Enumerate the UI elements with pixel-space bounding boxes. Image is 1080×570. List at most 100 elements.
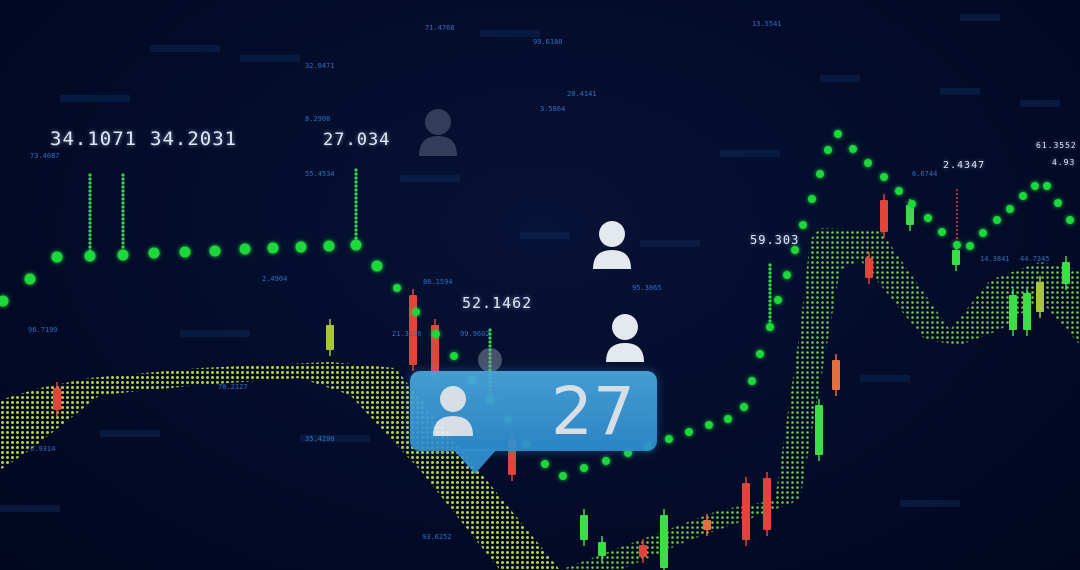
trend-dot: [559, 472, 567, 480]
background-bar: [240, 55, 300, 62]
small-value-label: 96.7199: [28, 326, 58, 334]
candle-body: [598, 542, 606, 556]
candle-body: [580, 515, 588, 540]
small-value-label: 2.4904: [262, 275, 288, 283]
stem-dot: [956, 201, 958, 203]
stem-dot: [354, 212, 358, 216]
trend-dot: [953, 241, 961, 249]
trend-dot: [1019, 192, 1027, 200]
value-label: 52.1462: [462, 294, 533, 312]
stem-dot: [354, 228, 358, 232]
stem-dot: [768, 311, 772, 315]
trend-dot: [705, 421, 713, 429]
trend-dot: [239, 243, 251, 255]
stem-dot: [121, 193, 125, 197]
background-bar: [300, 435, 370, 442]
stem-dot: [354, 232, 358, 236]
background-bar: [900, 500, 960, 507]
trend-dot: [412, 308, 420, 316]
trend-dot: [938, 228, 946, 236]
user-icon: [605, 313, 645, 367]
stem-dot: [354, 176, 358, 180]
stem-dot: [768, 279, 772, 283]
background-bar: [0, 505, 60, 512]
small-value-label: 32.0471: [305, 62, 335, 70]
value-label: 34.2031: [150, 128, 238, 150]
trend-dot: [323, 240, 335, 252]
stem-dot: [88, 173, 92, 177]
small-value-label: 6.9314: [30, 445, 56, 453]
stem-dot: [768, 271, 772, 275]
stem-dot: [768, 287, 772, 291]
stem-dot: [768, 275, 772, 279]
small-value-label: 73.4087: [30, 152, 60, 160]
stem-dot: [121, 209, 125, 213]
background-bar: [860, 375, 910, 382]
stem-dot: [768, 295, 772, 299]
trend-dot: [24, 273, 36, 285]
candle-body: [865, 258, 873, 278]
stem-dot: [488, 340, 492, 344]
background-bar: [640, 240, 700, 247]
trend-dot: [148, 247, 160, 259]
trend-dot: [209, 245, 221, 257]
stem-dot: [768, 307, 772, 311]
value-label: 4.93: [1052, 158, 1076, 167]
trend-dot: [624, 449, 632, 457]
background-bar: [480, 30, 540, 37]
stem-dot: [488, 328, 492, 332]
stem-dot: [121, 237, 125, 241]
small-value-label: 95.3865: [632, 284, 662, 292]
trend-dot: [756, 350, 764, 358]
trend-dot: [748, 377, 756, 385]
trend-dot: [117, 249, 129, 261]
stem-dot: [121, 213, 125, 217]
candle-body: [815, 405, 823, 455]
stem-dot: [88, 181, 92, 185]
trend-dot: [371, 260, 383, 272]
stem-dot: [88, 201, 92, 205]
stem-dot: [956, 233, 958, 235]
background-bar: [180, 330, 250, 337]
small-value-label: 86.1594: [423, 278, 453, 286]
trend-dot: [824, 146, 832, 154]
trend-dot: [724, 415, 732, 423]
small-value-label: 99.6180: [533, 38, 563, 46]
stem-dot: [354, 192, 358, 196]
stem-dot: [88, 205, 92, 209]
stem-dot: [121, 217, 125, 221]
stem-dot: [88, 233, 92, 237]
value-label: 59.303: [750, 233, 800, 247]
stem-dot: [121, 205, 125, 209]
stem-dot: [354, 188, 358, 192]
background-bar: [150, 45, 220, 52]
stem-dot: [88, 193, 92, 197]
trend-dot: [1043, 182, 1051, 190]
background-bar: [1020, 100, 1060, 107]
stem-dot: [121, 233, 125, 237]
stem-dot: [88, 213, 92, 217]
background-bar: [520, 232, 570, 239]
candle-body: [1009, 295, 1017, 330]
trend-dot: [791, 246, 799, 254]
stem-dot: [768, 263, 772, 267]
trend-dot: [267, 242, 279, 254]
stem-dot: [121, 245, 125, 249]
stem-dot: [354, 204, 358, 208]
small-value-label: 70.2127: [218, 383, 248, 391]
stem-dot: [768, 315, 772, 319]
value-label: 2.4347: [943, 160, 986, 171]
trend-dot: [685, 428, 693, 436]
user-icon: [477, 347, 503, 377]
stem-dot: [956, 229, 958, 231]
trend-dot: [808, 195, 816, 203]
trend-dot: [993, 216, 1001, 224]
small-value-label: 44.7345: [1020, 255, 1050, 263]
stem-dot: [121, 229, 125, 233]
stem-dot: [488, 332, 492, 336]
small-value-label: 21.3236: [392, 330, 422, 338]
trend-dot: [895, 187, 903, 195]
stem-dot: [768, 299, 772, 303]
candle-body: [1062, 262, 1070, 284]
